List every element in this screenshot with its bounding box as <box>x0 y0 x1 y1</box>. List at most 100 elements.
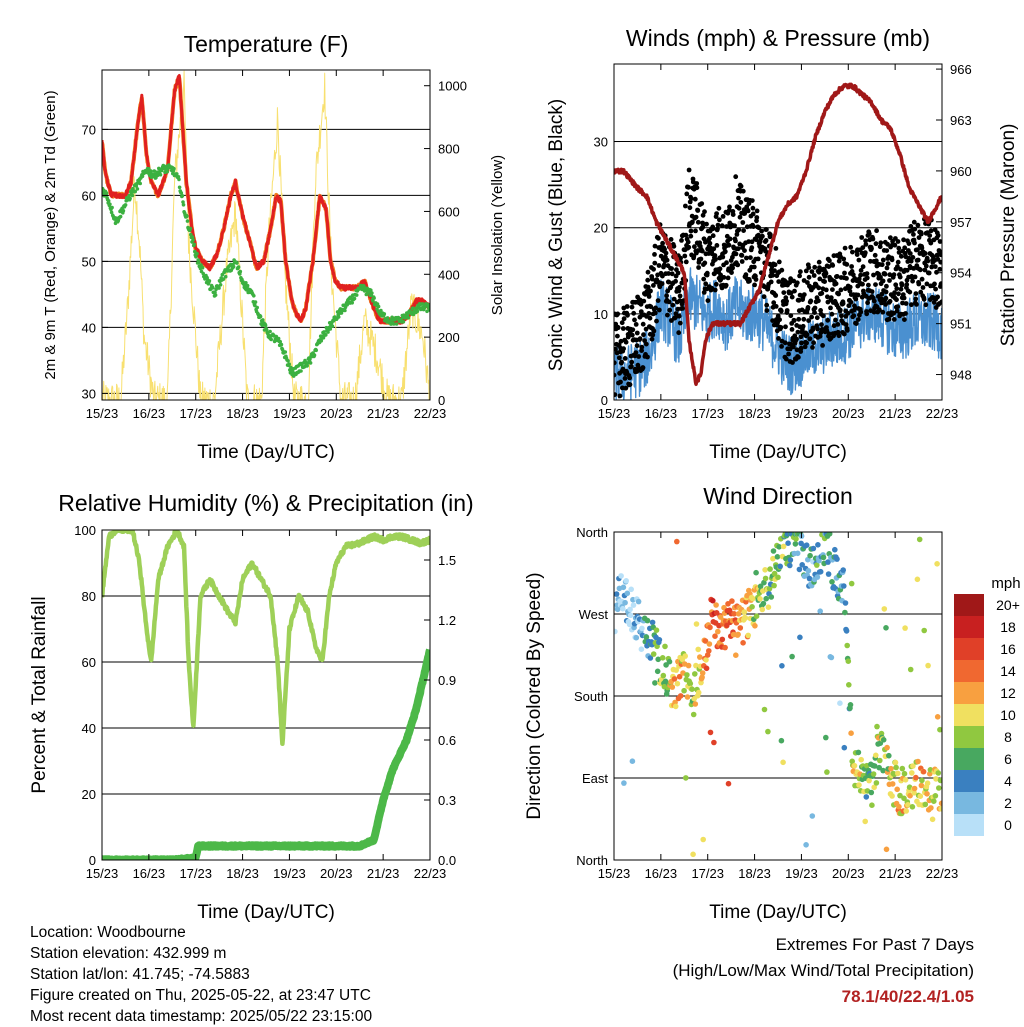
gust-point <box>798 334 804 340</box>
gust-point <box>887 272 893 278</box>
direction-point <box>828 654 835 661</box>
figure-created: Figure created on Thu, 2025-05-22, at 23… <box>30 987 371 1004</box>
direction-point <box>655 656 661 663</box>
direction-point <box>915 758 921 765</box>
gust-point <box>864 271 870 276</box>
direction-point <box>743 599 749 605</box>
dewpoint-point <box>109 210 114 215</box>
gust-point <box>812 264 818 270</box>
legend-label: 0 <box>1004 817 1012 833</box>
dewpoint-point <box>411 306 415 311</box>
gust-point <box>614 372 617 378</box>
gust-point <box>741 228 746 234</box>
gust-point <box>883 302 888 307</box>
gust-point <box>923 263 929 269</box>
direction-point <box>639 625 645 632</box>
gust-point <box>899 282 905 288</box>
direction-point <box>892 759 899 766</box>
direction-point <box>848 580 855 587</box>
gust-point <box>778 325 784 330</box>
gust-point <box>889 257 895 263</box>
gust-point <box>794 347 800 353</box>
legend-label: 6 <box>1004 751 1012 767</box>
gust-point <box>895 264 900 269</box>
humidity-xtick-label: 21/23 <box>367 866 400 881</box>
gust-point <box>935 233 941 238</box>
dewpoint-point <box>152 169 157 173</box>
gust-point <box>686 184 691 190</box>
direction-point <box>856 782 862 788</box>
direction-point <box>871 763 878 769</box>
direction-point <box>684 694 691 700</box>
gust-point <box>906 241 912 247</box>
gust-point <box>724 224 730 229</box>
winds-y2tick-label: 966 <box>950 62 972 77</box>
direction-point <box>677 693 684 699</box>
direction-point <box>924 780 931 786</box>
extremes-values: 78.1/40/22.4/1.05 <box>841 987 974 1006</box>
dewpoint-point <box>321 336 326 340</box>
direction-point <box>692 701 699 707</box>
gust-point <box>892 242 898 248</box>
gust-point <box>910 255 916 260</box>
legend-swatch <box>954 616 984 638</box>
direction-point <box>635 598 642 605</box>
direction-title: Wind Direction <box>703 483 853 509</box>
gust-point <box>725 275 731 281</box>
gust-point <box>751 224 756 230</box>
gust-point <box>809 314 814 320</box>
gust-point <box>614 346 618 352</box>
gust-point <box>666 299 672 305</box>
humidity-xtick-label: 18/23 <box>226 866 259 881</box>
direction-point <box>666 658 673 665</box>
temperature-ytick-label: 30 <box>82 386 96 401</box>
legend-swatch <box>954 748 984 770</box>
gust-point <box>835 322 841 327</box>
gust-point <box>864 275 870 281</box>
gust-point <box>863 242 869 247</box>
direction-point <box>649 619 656 626</box>
direction-point <box>771 570 778 577</box>
winds-y2tick-label: 960 <box>950 164 972 179</box>
gust-point <box>848 299 854 305</box>
direction-point <box>629 758 636 764</box>
gust-point <box>773 246 779 251</box>
direction-point <box>855 749 862 756</box>
relative-humidity-line <box>102 530 430 747</box>
gust-point <box>896 245 902 251</box>
gust-point <box>859 235 865 240</box>
gust-point <box>621 316 627 322</box>
direction-point <box>685 662 692 669</box>
gust-point <box>627 382 633 387</box>
winds-panel: Winds (mph) & Pressure (mb) 0 10 20 30 948 95… <box>546 25 1019 463</box>
dewpoint-point <box>235 261 239 265</box>
direction-point <box>624 590 631 597</box>
winds-y2tick-label: 957 <box>950 215 972 230</box>
gust-point <box>898 286 904 292</box>
dewpoint-point <box>236 265 241 269</box>
gust-point <box>791 318 797 323</box>
gust-point <box>803 268 809 274</box>
direction-point <box>883 625 889 631</box>
gust-point <box>726 207 732 213</box>
direction-point <box>825 571 832 577</box>
extremes-title: Extremes For Past 7 Days <box>775 935 974 954</box>
dewpoint-point <box>382 312 387 316</box>
direction-point <box>654 668 661 675</box>
gust-point <box>828 295 834 301</box>
gust-point <box>877 244 883 250</box>
direction-ytick-label: South <box>574 689 608 704</box>
dewpoint-point <box>379 308 383 313</box>
gust-point <box>869 289 875 294</box>
dewpoint-point <box>207 279 212 283</box>
direction-point <box>858 756 864 763</box>
humidity-ytick-label: 80 <box>82 589 96 604</box>
direction-point <box>780 759 786 766</box>
gust-point <box>912 226 918 232</box>
direction-point <box>778 737 785 744</box>
direction-point <box>757 596 763 602</box>
direction-xtick-label: 17/23 <box>691 866 724 881</box>
gust-point <box>939 252 942 258</box>
dewpoint-point <box>299 369 303 373</box>
direction-point <box>797 634 803 641</box>
